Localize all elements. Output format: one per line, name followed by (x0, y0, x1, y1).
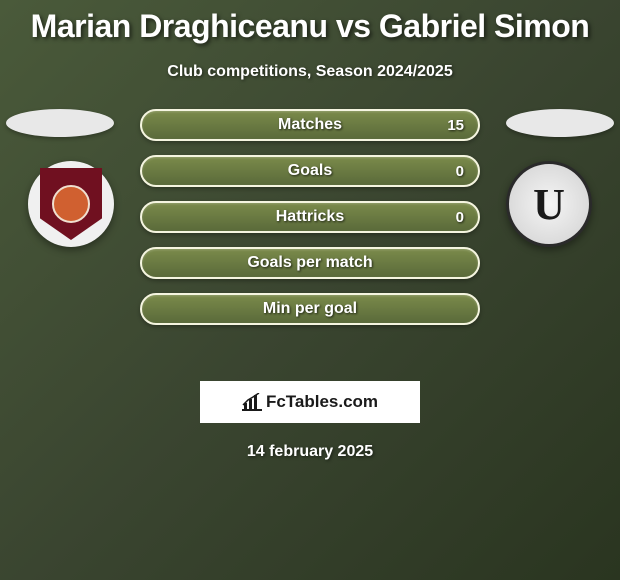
stat-value-right: 15 (447, 117, 464, 134)
player-marker-right (506, 109, 614, 137)
stat-bar-min-per-goal: Min per goal (140, 293, 480, 325)
stat-label: Matches (278, 116, 342, 134)
brand-box: FcTables.com (200, 381, 420, 423)
shield-inner-icon (52, 185, 90, 223)
page-title: Marian Draghiceanu vs Gabriel Simon (0, 0, 620, 45)
stat-label: Goals (288, 162, 332, 180)
stat-label: Goals per match (247, 254, 372, 272)
club-logo-right: U (506, 161, 592, 247)
subtitle: Club competitions, Season 2024/2025 (0, 63, 620, 81)
stat-value-right: 0 (456, 209, 464, 226)
stat-bar-goals: Goals 0 (140, 155, 480, 187)
stat-bar-goals-per-match: Goals per match (140, 247, 480, 279)
stat-label: Min per goal (263, 300, 357, 318)
stat-label: Hattricks (276, 208, 344, 226)
player-marker-left (6, 109, 114, 137)
stat-bar-hattricks: Hattricks 0 (140, 201, 480, 233)
content-area: U Matches 15 Goals 0 Hattricks 0 Goals p… (0, 109, 620, 369)
shield-icon (40, 168, 102, 240)
stat-value-right: 0 (456, 163, 464, 180)
club-logo-left (28, 161, 114, 247)
brand-text: FcTables.com (266, 392, 378, 412)
date-text: 14 february 2025 (0, 443, 620, 461)
stats-list: Matches 15 Goals 0 Hattricks 0 Goals per… (140, 109, 480, 339)
stat-bar-matches: Matches 15 (140, 109, 480, 141)
club-letter-icon: U (533, 179, 565, 230)
chart-icon (242, 393, 262, 411)
